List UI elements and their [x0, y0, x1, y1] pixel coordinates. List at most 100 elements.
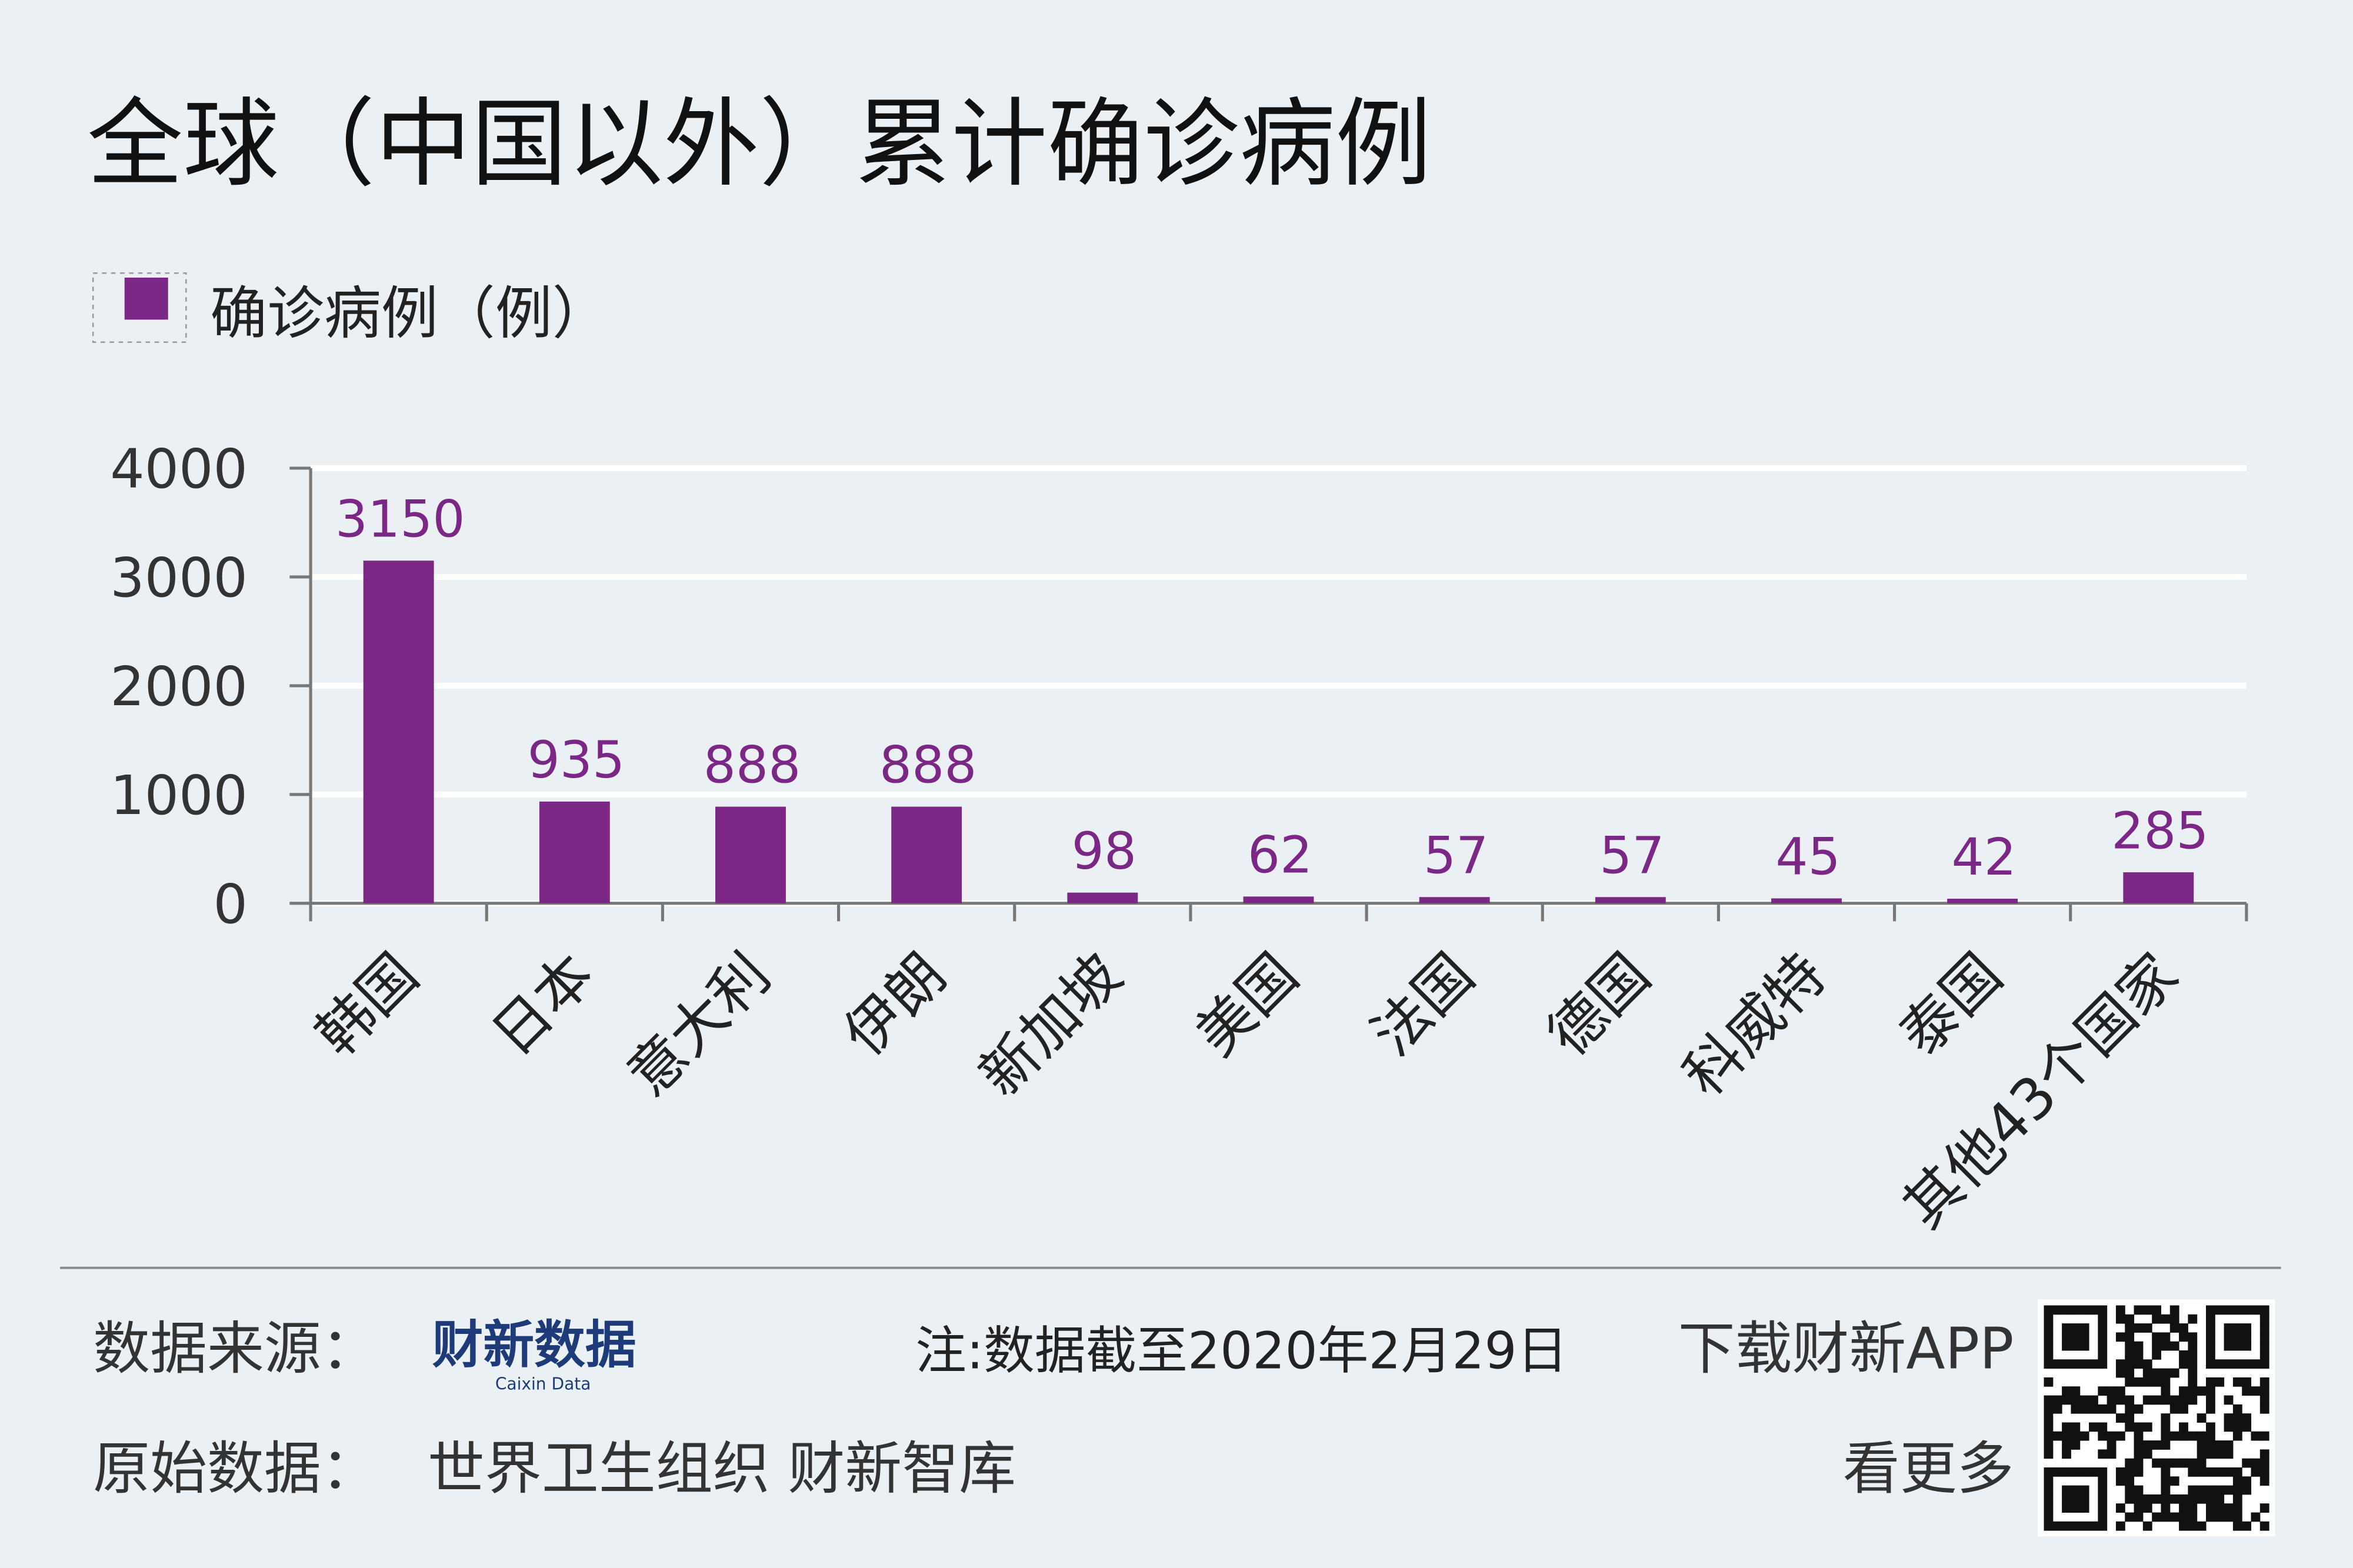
qr-cell [2062, 1485, 2071, 1495]
qr-cell [2044, 1440, 2054, 1450]
qr-cell [2044, 1323, 2054, 1333]
qr-cell [2232, 1422, 2242, 1432]
qr-cell [2232, 1512, 2242, 1522]
qr-cell [2169, 1476, 2179, 1486]
qr-cell [2259, 1377, 2269, 1387]
qr-cell [2134, 1440, 2144, 1450]
legend-swatch [124, 278, 168, 320]
qr-cell [2242, 1476, 2252, 1486]
qr-cell [2142, 1440, 2152, 1450]
qr-cell [2044, 1449, 2054, 1459]
qr-cell [2115, 1413, 2125, 1423]
qr-cell [2224, 1341, 2234, 1351]
value-label: 285 [2111, 801, 2209, 860]
qr-cell [2142, 1521, 2152, 1531]
qr-cell [2071, 1359, 2081, 1369]
qr-cell [2259, 1350, 2269, 1360]
bar [715, 806, 786, 903]
qr-cell [2179, 1503, 2188, 1513]
qr-cell [2125, 1485, 2135, 1495]
qr-cell [2107, 1449, 2117, 1459]
qr-cell [2125, 1494, 2135, 1504]
qr-cell [2098, 1467, 2108, 1477]
qr-cell [2098, 1386, 2108, 1396]
qr-cell [2125, 1314, 2135, 1324]
qr-cell [2071, 1404, 2081, 1414]
qr-cell [2098, 1305, 2108, 1315]
qr-cell [2161, 1494, 2171, 1504]
qr-cell [2259, 1395, 2269, 1405]
qr-cell [2206, 1431, 2215, 1441]
qr-cell [2232, 1485, 2242, 1495]
qr-cell [2044, 1377, 2054, 1387]
qr-cell [2044, 1305, 2054, 1315]
qr-cell [2142, 1422, 2152, 1432]
qr-cell [2062, 1332, 2071, 1342]
qr-cell [2188, 1467, 2198, 1477]
qr-cell [2089, 1467, 2098, 1477]
qr-cell [2215, 1512, 2225, 1522]
qr-cell [2215, 1359, 2225, 1369]
qr-cell [2259, 1467, 2269, 1477]
legend-label: 确诊病例（例） [210, 280, 609, 346]
qr-cell [2206, 1440, 2215, 1450]
qr-cell [2197, 1467, 2207, 1477]
qr-cell [2125, 1413, 2135, 1423]
qr-cell [2206, 1350, 2215, 1360]
source-logo-sub: Caixin Data [495, 1374, 591, 1393]
qr-cell [2125, 1377, 2135, 1387]
qr-cell [2215, 1440, 2225, 1450]
qr-cell [2098, 1323, 2108, 1333]
qr-cell [2152, 1314, 2161, 1324]
qr-cell [2062, 1440, 2071, 1450]
qr-cell [2197, 1449, 2207, 1459]
qr-cell [2044, 1404, 2054, 1414]
qr-cell [2161, 1386, 2171, 1396]
qr-cell [2098, 1422, 2108, 1432]
qr-cell [2152, 1494, 2161, 1504]
qr-cell [2079, 1404, 2089, 1414]
qr-cell [2079, 1359, 2089, 1369]
qr-cell [2161, 1332, 2171, 1342]
qr-cell [2188, 1368, 2198, 1378]
qr-cell [2161, 1395, 2171, 1405]
qr-cell [2071, 1395, 2081, 1405]
qr-cell [2089, 1395, 2098, 1405]
qr-cell [2098, 1449, 2108, 1459]
qr-cell [2044, 1332, 2054, 1342]
qr-cell [2242, 1323, 2252, 1333]
qr-cell [2251, 1386, 2261, 1396]
qr-cell [2188, 1314, 2198, 1324]
qr-cell [2062, 1467, 2071, 1477]
qr-cell [2215, 1467, 2225, 1477]
qr-cell [2062, 1431, 2071, 1441]
qr-cell [2161, 1413, 2171, 1423]
qr-cell [2232, 1341, 2242, 1351]
qr-cell [2232, 1323, 2242, 1333]
bar [1947, 899, 2018, 903]
qr-cell [2115, 1467, 2125, 1477]
qr-cell [2169, 1494, 2179, 1504]
qr-cell [2242, 1485, 2252, 1495]
qr-cell [2206, 1404, 2215, 1414]
qr-cell [2152, 1332, 2161, 1342]
y-tick-label: 1000 [110, 764, 248, 827]
qr-cell [2215, 1485, 2225, 1495]
qr-cell [2079, 1485, 2089, 1495]
qr-cell [2062, 1521, 2071, 1531]
qr-cell [2188, 1512, 2198, 1522]
qr-cell [2224, 1323, 2234, 1333]
qr-cell [2071, 1332, 2081, 1342]
qr-cell [2188, 1341, 2198, 1351]
qr-cell [2125, 1512, 2135, 1522]
qr-cell [2169, 1395, 2179, 1405]
qr-cell [2071, 1467, 2081, 1477]
y-tick-label: 2000 [110, 655, 248, 718]
qr-cell [2224, 1467, 2234, 1477]
qr-cell [2161, 1422, 2171, 1432]
bar [891, 806, 962, 903]
qr-cell [2079, 1521, 2089, 1531]
qr-cell [2224, 1332, 2234, 1342]
qr-cell [2125, 1467, 2135, 1477]
